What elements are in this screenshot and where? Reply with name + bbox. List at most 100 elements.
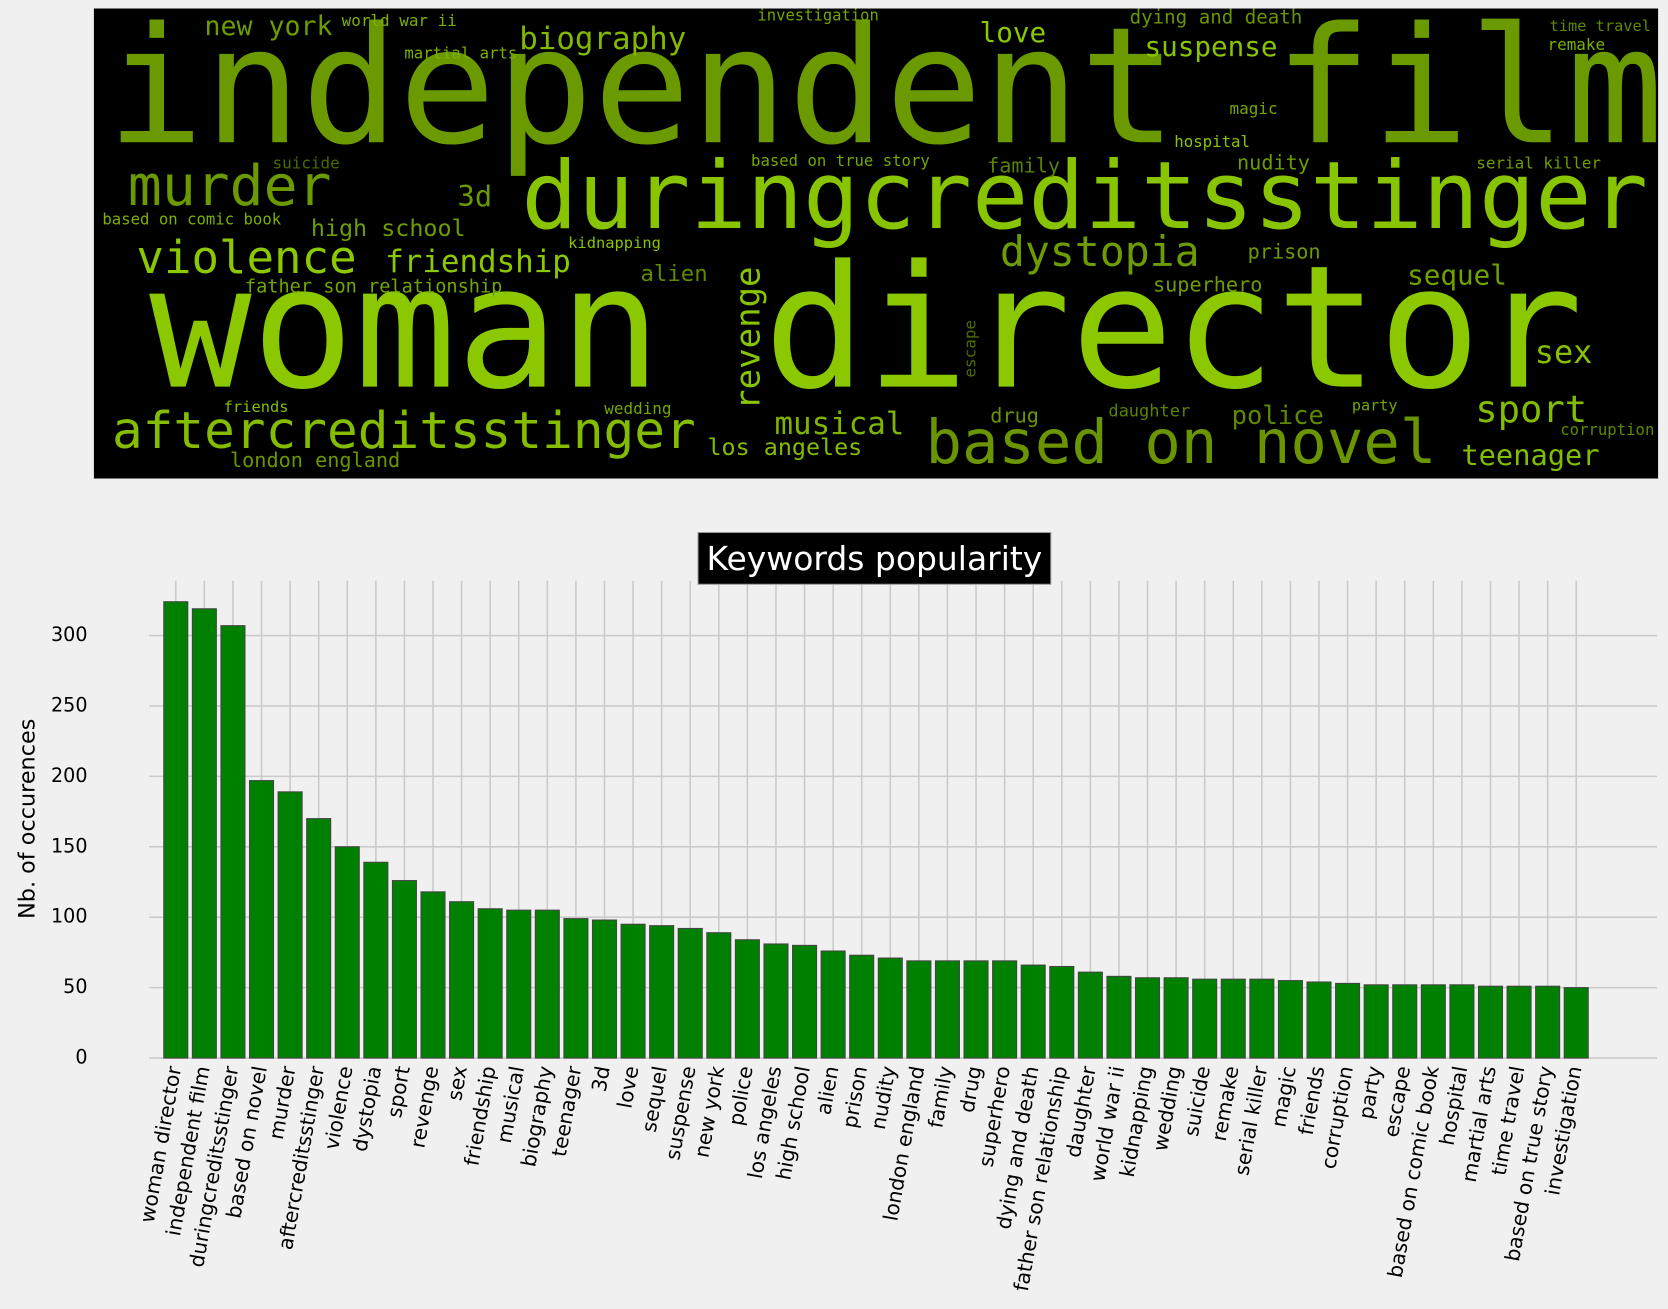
bar	[534, 909, 560, 1059]
x-tick-label: love	[612, 1064, 643, 1110]
bar	[391, 880, 417, 1059]
cloud-word: violence	[136, 231, 356, 284]
cloud-word: remake	[1548, 35, 1606, 54]
cloud-word: teenager	[1461, 438, 1599, 472]
title-box	[697, 531, 1052, 585]
bar	[963, 960, 989, 1059]
cloud-word: los angeles	[707, 433, 862, 461]
x-tick-label: sex	[442, 1064, 472, 1102]
x-tick-label: drug	[955, 1064, 987, 1114]
bar	[1335, 982, 1361, 1059]
y-tick-label: 300	[51, 623, 88, 646]
bar	[506, 909, 532, 1059]
cloud-word: investigation	[757, 6, 878, 24]
bar	[820, 950, 846, 1059]
bar	[477, 908, 503, 1059]
cloud-word: world war ii	[342, 11, 457, 30]
cloud-word: serial killer	[1476, 153, 1601, 172]
bar	[934, 960, 960, 1059]
cloud-word: father son relationship	[245, 277, 502, 298]
cloud-word: suspense	[1145, 30, 1278, 63]
bar	[1277, 980, 1303, 1059]
bar	[363, 861, 389, 1059]
cloud-word: drug	[990, 403, 1039, 427]
cloud-word: new york	[204, 11, 332, 42]
cloud-word: sport	[1475, 387, 1587, 431]
bar	[1392, 984, 1418, 1059]
bar	[420, 891, 446, 1059]
y-tick-label: 100	[51, 905, 88, 928]
cloud-word: sequel	[1407, 258, 1507, 291]
cloud-word: martial arts	[404, 44, 517, 63]
cloud-word: london england	[230, 448, 400, 472]
cloud-word: aftercreditsstinger	[112, 402, 696, 461]
cloud-word: revenge	[728, 266, 768, 409]
x-tick-label: sport	[382, 1064, 415, 1119]
cloud-word: party	[1352, 397, 1398, 415]
cloud-word: daughter	[1108, 402, 1190, 422]
bar	[220, 625, 246, 1059]
cloud-word: hospital	[1174, 132, 1250, 151]
cloud-word: time travel	[1550, 17, 1651, 35]
cloud-word: independent film	[107, 0, 1664, 181]
bar	[1249, 978, 1275, 1059]
cloud-word: based on true story	[751, 151, 930, 170]
bar	[591, 919, 618, 1059]
bar	[1077, 971, 1103, 1059]
bar	[163, 601, 189, 1059]
bar	[1049, 965, 1075, 1059]
cloud-word: dying and death	[1130, 6, 1303, 29]
bar	[1477, 985, 1504, 1059]
bar	[763, 943, 789, 1059]
cloud-word: high school	[311, 214, 466, 242]
bar	[334, 846, 360, 1059]
cloud-word: duringcreditsstinger	[521, 142, 1648, 251]
cloud-word: friendship	[385, 244, 571, 280]
bar	[1363, 984, 1389, 1059]
y-tick-label: 0	[75, 1046, 87, 1069]
cloud-word: murder	[128, 154, 332, 219]
bar	[677, 927, 703, 1059]
bar	[1192, 978, 1218, 1059]
x-tick-label: alien	[811, 1064, 843, 1116]
cloud-word: police	[1232, 401, 1324, 431]
bar	[1163, 977, 1189, 1059]
bar	[649, 925, 675, 1059]
bar	[849, 954, 875, 1059]
cloud-word: family	[987, 153, 1060, 177]
cloud-word: 3d	[458, 179, 493, 213]
bar	[1020, 964, 1046, 1059]
y-tick-label: 50	[63, 975, 87, 998]
cloud-word: suicide	[273, 153, 340, 172]
bar	[191, 608, 217, 1059]
bar	[306, 818, 332, 1059]
bar	[449, 901, 475, 1059]
cloud-word: alien	[640, 261, 707, 287]
x-tick-label: party	[1354, 1064, 1387, 1121]
bar	[1563, 987, 1589, 1059]
x-tick-label: family	[923, 1064, 957, 1130]
bar	[1306, 981, 1332, 1059]
y-axis-label: Nb. of occurences	[14, 719, 40, 919]
y-tick-label: 250	[51, 693, 88, 716]
x-tick-label: 3d	[587, 1064, 615, 1093]
bar	[248, 780, 275, 1059]
bar	[734, 939, 760, 1059]
cloud-word: nudity	[1237, 150, 1310, 174]
cloud-word: musical	[774, 406, 904, 442]
cloud-word: based on novel	[925, 408, 1436, 478]
y-tick-label: 200	[51, 764, 88, 787]
cloud-word: magic	[1230, 99, 1278, 118]
bar	[1134, 977, 1161, 1059]
cloud-word: corruption	[1560, 420, 1654, 439]
bar	[1420, 984, 1446, 1059]
cloud-word: based on comic book	[102, 210, 281, 229]
cloud-word: biography	[519, 21, 686, 57]
bar	[1106, 975, 1132, 1059]
cloud-word: escape	[961, 320, 980, 378]
cloud-word: kidnapping	[568, 234, 661, 252]
bar	[1535, 985, 1561, 1059]
